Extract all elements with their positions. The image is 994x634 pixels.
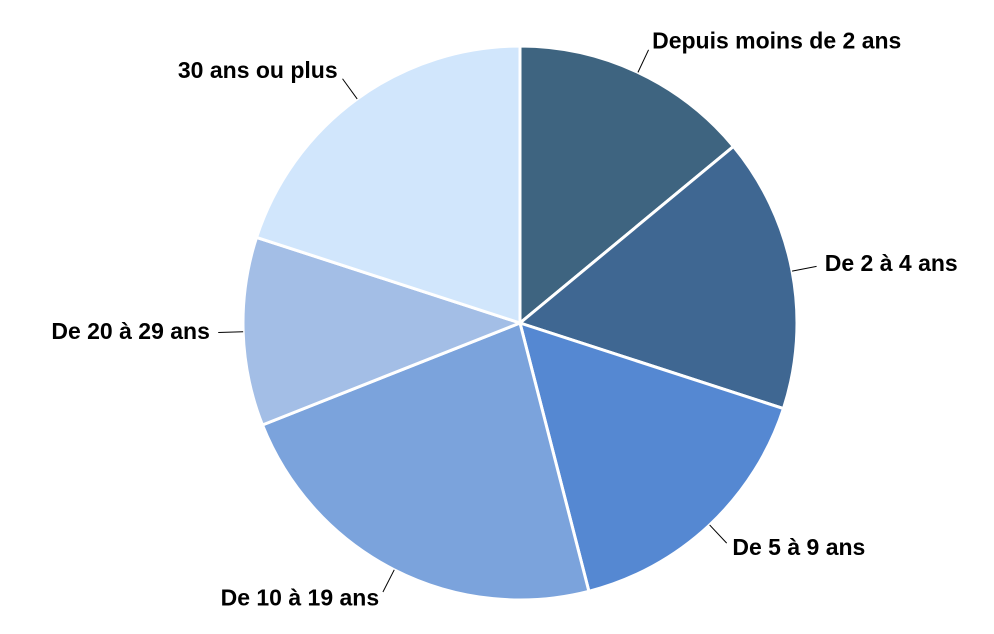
- leader-line: [709, 524, 728, 544]
- leader-line: [218, 331, 244, 333]
- pie-slice: [518, 44, 736, 327]
- slice-label: De 20 à 29 ans: [51, 318, 210, 344]
- slice-label: De 5 à 9 ans: [732, 534, 865, 560]
- leader-line: [637, 49, 650, 73]
- pie-slice: [517, 320, 786, 594]
- slice-label: De 2 à 4 ans: [825, 250, 958, 276]
- leader-line: [791, 265, 817, 272]
- leader-line: [382, 569, 395, 593]
- slice-label: 30 ans ou plus: [178, 57, 338, 83]
- leader-line: [342, 78, 358, 100]
- slice-label: De 10 à 19 ans: [221, 585, 380, 611]
- pie-slice: [516, 144, 799, 411]
- slice-label: Depuis moins de 2 ans: [652, 27, 901, 53]
- pie-slice: [260, 320, 591, 602]
